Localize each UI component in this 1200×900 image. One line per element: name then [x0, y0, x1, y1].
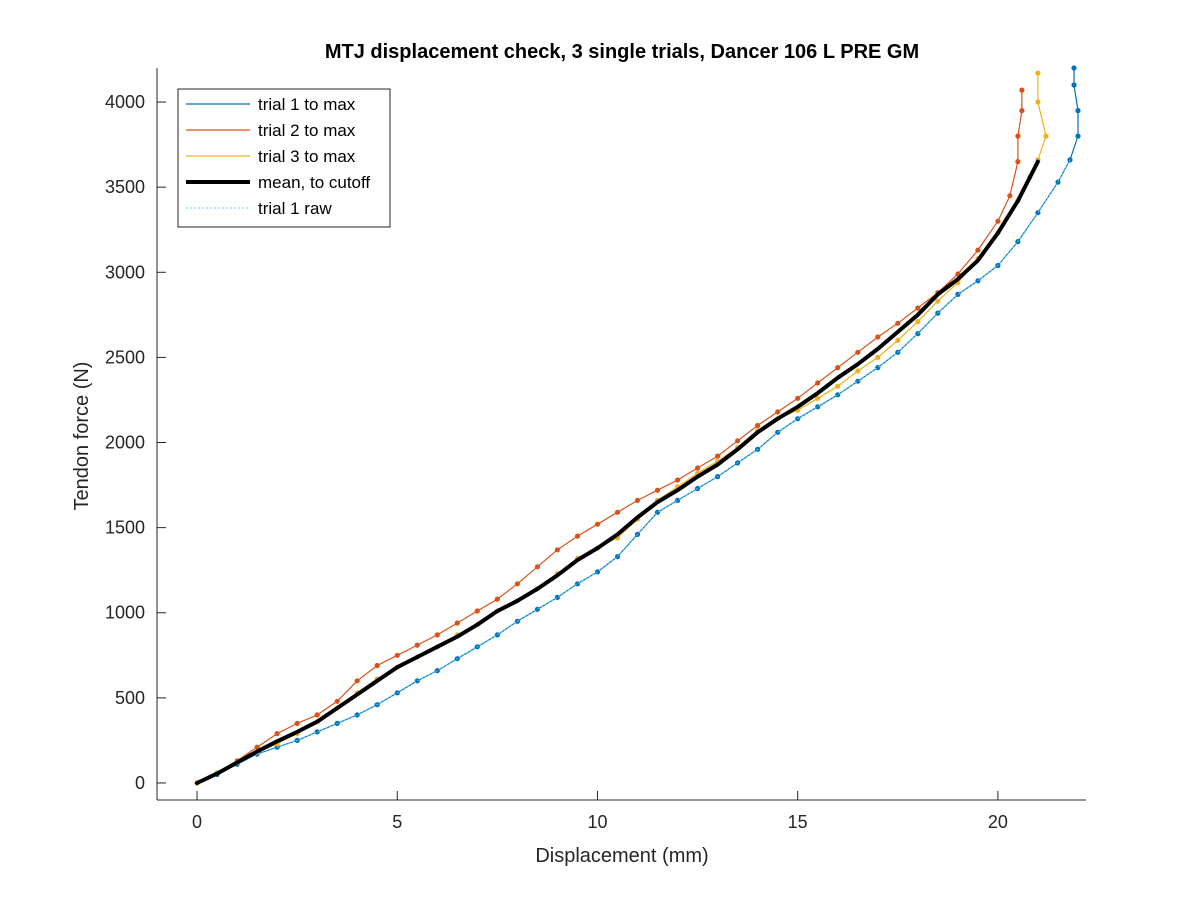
y-tick-label: 1500	[105, 518, 145, 538]
data-point-trial-1-to-max	[815, 404, 821, 410]
data-point-trial-3-to-max	[1043, 133, 1049, 139]
data-point-trial-3-to-max	[895, 337, 901, 343]
x-tick-label: 5	[392, 812, 402, 832]
y-tick-label: 4000	[105, 92, 145, 112]
data-point-trial-3-to-max	[1035, 99, 1041, 105]
data-point-trial-2-to-max	[735, 438, 741, 444]
legend-label: trial 1 raw	[258, 199, 332, 218]
data-point-trial-2-to-max	[1007, 193, 1013, 199]
data-point-trial-2-to-max	[354, 678, 360, 684]
x-tick-label: 15	[788, 812, 808, 832]
data-point-trial-2-to-max	[1015, 159, 1021, 165]
data-point-trial-2-to-max	[594, 521, 601, 527]
data-point-trial-2-to-max	[634, 497, 641, 503]
data-point-trial-2-to-max	[614, 509, 621, 515]
legend-label: trial 2 to max	[258, 121, 356, 140]
data-point-trial-2-to-max	[775, 409, 781, 415]
data-point-trial-2-to-max	[755, 422, 761, 429]
data-point-trial-2-to-max	[815, 380, 821, 386]
data-point-trial-2-to-max	[654, 487, 661, 493]
y-tick-label: 3500	[105, 177, 145, 197]
data-point-trial-1-to-max	[1075, 108, 1081, 114]
data-point-trial-2-to-max	[454, 620, 460, 626]
data-point-trial-2-to-max	[514, 581, 521, 587]
data-point-trial-2-to-max	[675, 477, 681, 483]
data-point-trial-2-to-max	[494, 596, 500, 602]
data-point-trial-1-to-max	[675, 497, 681, 503]
legend: trial 1 to max trial 2 to max trial 3 to m…	[177, 88, 391, 228]
data-point-trial-3-to-max	[855, 368, 861, 374]
data-point-trial-1-to-max	[1075, 133, 1081, 139]
data-point-trial-1-to-max	[414, 678, 420, 684]
data-point-trial-2-to-max	[554, 547, 561, 553]
data-point-trial-3-to-max	[835, 383, 841, 389]
chart-title: MTJ displacement check, 3 single trials,…	[325, 41, 919, 63]
data-point-trial-2-to-max	[294, 720, 300, 727]
data-point-trial-2-to-max	[1019, 87, 1025, 93]
legend-label: mean, to cutoff	[258, 173, 370, 192]
data-point-trial-1-to-max	[354, 712, 360, 718]
axes: 0 5 10 15 20 0 500 1000 1500 2000 2500 3000 3500 4000	[105, 68, 1086, 832]
data-point-trial-2-to-max	[434, 632, 440, 638]
data-point-trial-2-to-max	[574, 533, 581, 539]
x-tick-label: 0	[192, 812, 202, 832]
data-point-trial-2-to-max	[875, 334, 881, 340]
data-point-trial-2-to-max	[254, 744, 260, 750]
data-point-trial-2-to-max	[715, 453, 721, 459]
x-axis-label: Displacement (mm)	[535, 845, 708, 867]
data-point-trial-2-to-max	[414, 642, 420, 648]
data-point-trial-2-to-max	[274, 731, 280, 737]
data-point-trial-1-to-max	[1071, 82, 1077, 88]
data-point-trial-2-to-max	[474, 608, 480, 614]
data-point-trial-1-to-max	[314, 729, 320, 735]
data-point-trial-1-to-max	[1071, 65, 1077, 71]
legend-box	[177, 88, 391, 228]
data-point-trial-2-to-max	[995, 218, 1001, 224]
data-point-trial-2-to-max	[895, 320, 901, 326]
data-point-trial-2-to-max	[334, 698, 340, 704]
legend-label: trial 3 to max	[258, 147, 356, 166]
series-line-trial-2-to-max	[196, 89, 1023, 784]
data-point-trial-2-to-max	[855, 349, 861, 355]
legend-label: trial 1 to max	[258, 95, 356, 114]
data-point-trial-2-to-max	[975, 247, 981, 253]
y-tick-label: 1000	[105, 603, 145, 623]
data-point-trial-3-to-max	[1035, 70, 1041, 76]
y-axis-label: Tendon force (N)	[71, 362, 93, 511]
data-point-trial-2-to-max	[394, 652, 400, 658]
y-tick-label: 2000	[105, 433, 145, 453]
x-tick-label: 20	[988, 812, 1008, 832]
data-point-trial-2-to-max	[314, 712, 320, 718]
data-point-trial-3-to-max	[815, 395, 821, 401]
data-point-trial-3-to-max	[915, 319, 921, 325]
y-tick-label: 2500	[105, 347, 145, 367]
data-point-trial-2-to-max	[1015, 133, 1021, 139]
data-point-trial-2-to-max	[695, 465, 701, 471]
plot-series	[194, 65, 1081, 786]
data-point-trial-3-to-max	[935, 298, 941, 304]
y-tick-label: 3000	[105, 262, 145, 282]
series-line-mean-to-cutoff	[195, 159, 1040, 785]
data-point-trial-3-to-max	[875, 354, 881, 360]
data-point-trial-2-to-max	[915, 305, 921, 311]
y-tick-label: 0	[135, 773, 145, 793]
data-point-trial-2-to-max	[835, 365, 841, 371]
x-tick-label: 10	[587, 812, 607, 832]
data-point-trial-2-to-max	[1019, 108, 1025, 114]
data-point-trial-2-to-max	[534, 564, 541, 570]
data-point-trial-2-to-max	[795, 395, 801, 401]
data-point-trial-2-to-max	[374, 662, 380, 669]
y-tick-label: 500	[115, 688, 145, 708]
series-line-trial-1-raw	[196, 159, 1071, 784]
data-point-trial-1-to-max	[534, 606, 541, 612]
